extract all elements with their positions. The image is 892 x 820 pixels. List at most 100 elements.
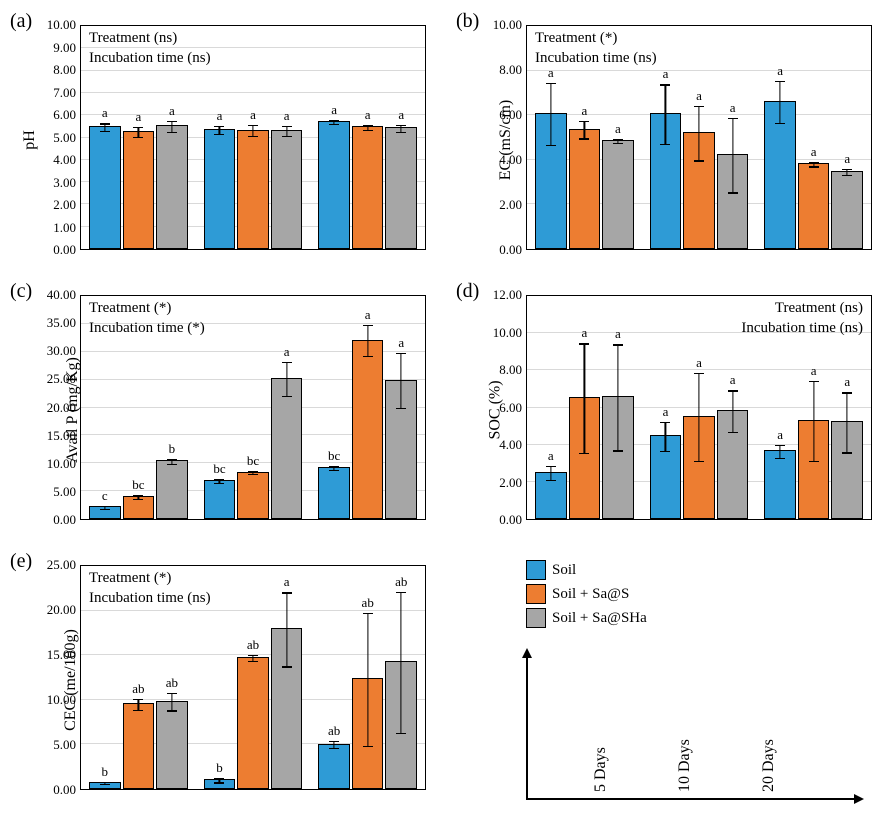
significance-label: a: [777, 427, 783, 443]
significance-label: a: [581, 103, 587, 119]
significance-label: bc: [132, 477, 144, 493]
significance-label: a: [365, 107, 371, 123]
y-tick: 8.00: [486, 62, 522, 78]
legend-item: Soil + Sa@SHa: [526, 608, 647, 628]
y-tick: 0.00: [486, 242, 522, 258]
y-tick: 2.00: [486, 197, 522, 213]
bar: a: [569, 129, 601, 249]
bar: a: [271, 378, 303, 519]
y-tick: 15.00: [40, 647, 76, 663]
y-tick: 0.00: [40, 782, 76, 798]
bar: a: [237, 130, 269, 249]
significance-label: a: [284, 108, 290, 124]
y-tick: 5.00: [40, 484, 76, 500]
significance-label: a: [217, 108, 223, 124]
significance-label: b: [216, 760, 223, 776]
panel-label: (b): [456, 10, 479, 33]
legend-label: Soil + Sa@SHa: [552, 610, 647, 627]
legend-swatch: [526, 560, 546, 580]
bar-group: aaa: [81, 26, 196, 249]
bar: b: [204, 779, 236, 789]
y-tick: 25.00: [40, 371, 76, 387]
significance-label: bc: [213, 461, 225, 477]
bar: ab: [385, 661, 417, 789]
significance-label: a: [548, 448, 554, 464]
bar: a: [123, 131, 155, 249]
significance-label: a: [811, 144, 817, 160]
legend-panel: Soil Soil + Sa@S Soil + Sa@SHa 5 Days 10 Day…: [456, 550, 882, 810]
bar: bc: [318, 467, 350, 519]
y-tick: 6.00: [486, 107, 522, 123]
bar-group: aaa: [196, 26, 311, 249]
x-axis-label: 5 Days: [592, 747, 610, 792]
bar: a: [352, 340, 384, 520]
significance-label: ab: [395, 574, 407, 590]
y-tick: 9.00: [40, 40, 76, 56]
bar: ab: [318, 744, 350, 789]
y-tick: 6.00: [40, 107, 76, 123]
axis-diagram: 5 Days 10 Days 20 Days: [526, 650, 862, 800]
bar: a: [683, 132, 715, 249]
bar-group: aaa: [756, 26, 871, 249]
bar: a: [602, 396, 634, 519]
panel-label: (a): [10, 10, 32, 33]
bar-group: aaa: [527, 26, 642, 249]
legend-label: Soil: [552, 562, 576, 579]
x-axis-label: 10 Days: [676, 739, 694, 792]
y-tick: 4.00: [40, 152, 76, 168]
significance-label: a: [284, 344, 290, 360]
bar: a: [271, 130, 303, 249]
significance-label: a: [331, 102, 337, 118]
bar: a: [535, 113, 567, 249]
y-tick: 2.00: [40, 197, 76, 213]
significance-label: a: [581, 325, 587, 341]
significance-label: a: [696, 88, 702, 104]
bar: b: [156, 460, 188, 519]
x-axis-label: 20 Days: [760, 739, 778, 792]
significance-label: c: [102, 488, 108, 504]
plot-area: Treatment (*)Incubation time (*)cbcbbcbc…: [80, 295, 426, 520]
bar: a: [764, 101, 796, 249]
plot-area: Treatment (ns)Incubation time (ns)aaaaaa…: [80, 25, 426, 250]
y-tick: 30.00: [40, 343, 76, 359]
significance-label: a: [102, 105, 108, 121]
significance-label: b: [102, 764, 109, 780]
plot-area: Treatment (*)Incubation time (ns)aaaaaaa…: [526, 25, 872, 250]
bar: a: [569, 397, 601, 519]
bar: ab: [123, 703, 155, 789]
y-tick: 5.00: [40, 130, 76, 146]
bar-group: babab: [81, 566, 196, 789]
bar: a: [352, 126, 384, 249]
y-tick: 4.00: [486, 152, 522, 168]
bar-group: aaa: [642, 296, 757, 519]
bar: c: [89, 506, 121, 519]
bar-group: aaa: [642, 26, 757, 249]
legend-item: Soil + Sa@S: [526, 584, 647, 604]
significance-label: a: [730, 100, 736, 116]
bar: a: [385, 127, 417, 249]
bar: a: [717, 410, 749, 519]
significance-label: ab: [328, 723, 340, 739]
y-tick: 15.00: [40, 428, 76, 444]
significance-label: a: [811, 363, 817, 379]
bar: a: [602, 140, 634, 249]
y-tick: 10.00: [40, 17, 76, 33]
y-tick: 7.00: [40, 85, 76, 101]
y-tick: 0.00: [486, 512, 522, 528]
bar: a: [798, 163, 830, 249]
bar-group: a a a: [756, 296, 871, 519]
y-tick: 20.00: [40, 602, 76, 618]
bar: a: [156, 125, 188, 249]
y-tick: 10.00: [486, 325, 522, 341]
panel-label: (e): [10, 550, 32, 573]
significance-label: bc: [328, 448, 340, 464]
panel-label: (c): [10, 280, 32, 303]
bar: bc: [204, 480, 236, 519]
y-tick: 25.00: [40, 557, 76, 573]
chart-panel-a: (a)pH0.001.002.003.004.005.006.007.008.0…: [10, 10, 436, 270]
significance-label: a: [696, 355, 702, 371]
y-tick: 10.00: [40, 692, 76, 708]
bar: a: [831, 421, 863, 519]
bar: a: [271, 628, 303, 789]
bar: a: [318, 121, 350, 249]
